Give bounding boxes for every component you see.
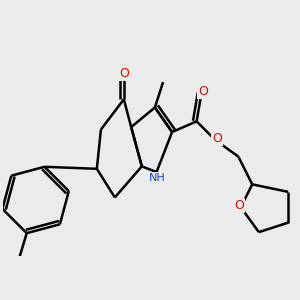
Text: O: O (212, 132, 222, 145)
Text: O: O (234, 199, 244, 212)
Text: NH: NH (149, 173, 166, 183)
Text: O: O (120, 67, 130, 80)
Text: O: O (198, 85, 208, 98)
